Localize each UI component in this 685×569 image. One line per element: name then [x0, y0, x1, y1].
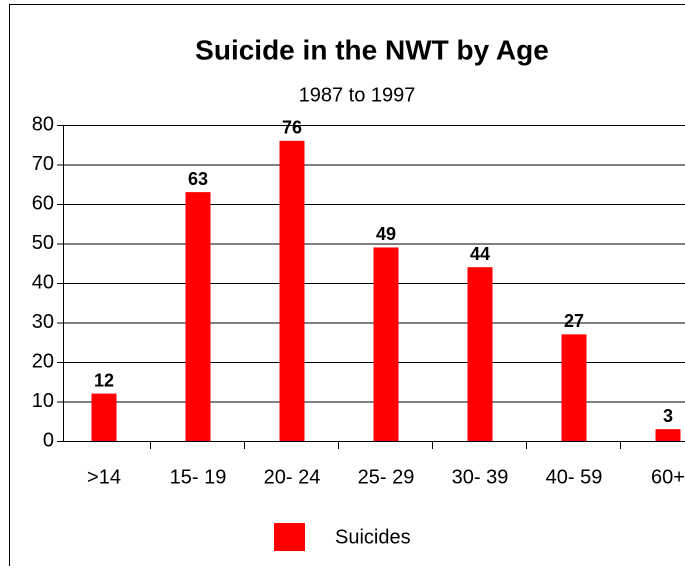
chart-subtitle: 1987 to 1997 — [299, 84, 416, 106]
data-label: 3 — [663, 406, 673, 426]
chart-title: Suicide in the NWT by Age — [195, 34, 549, 65]
y-tick-label: 20 — [32, 350, 54, 372]
y-tick-label: 80 — [32, 113, 54, 135]
x-tick-label: 40- 59 — [546, 466, 603, 488]
bar — [467, 267, 493, 441]
data-label: 12 — [94, 370, 114, 390]
x-tick-label: 15- 19 — [170, 466, 227, 488]
y-tick-label: 0 — [43, 429, 54, 451]
bar — [91, 393, 117, 441]
legend-label: Suicides — [335, 526, 411, 548]
data-label: 27 — [564, 311, 584, 331]
bar — [373, 247, 399, 441]
data-label: 44 — [470, 244, 490, 264]
y-tick-label: 50 — [32, 232, 54, 254]
y-tick-label: 30 — [32, 311, 54, 333]
bar — [655, 429, 681, 441]
legend-swatch — [274, 523, 305, 551]
x-tick-label: 30- 39 — [452, 466, 509, 488]
y-tick-label: 70 — [32, 153, 54, 175]
x-tick-label: >14 — [87, 466, 121, 488]
y-tick-label: 40 — [32, 271, 54, 293]
bar — [279, 140, 305, 442]
y-tick-label: 10 — [32, 390, 54, 412]
y-tick-label: 60 — [32, 192, 54, 214]
x-tick-label: 25- 29 — [358, 466, 415, 488]
data-label: 63 — [188, 169, 208, 189]
x-tick-label: 60+ — [651, 466, 685, 488]
data-label: 49 — [376, 224, 396, 244]
data-label: 76 — [282, 118, 302, 138]
bar — [561, 334, 587, 441]
x-tick-label: 20- 24 — [264, 466, 321, 488]
bar — [185, 192, 211, 441]
